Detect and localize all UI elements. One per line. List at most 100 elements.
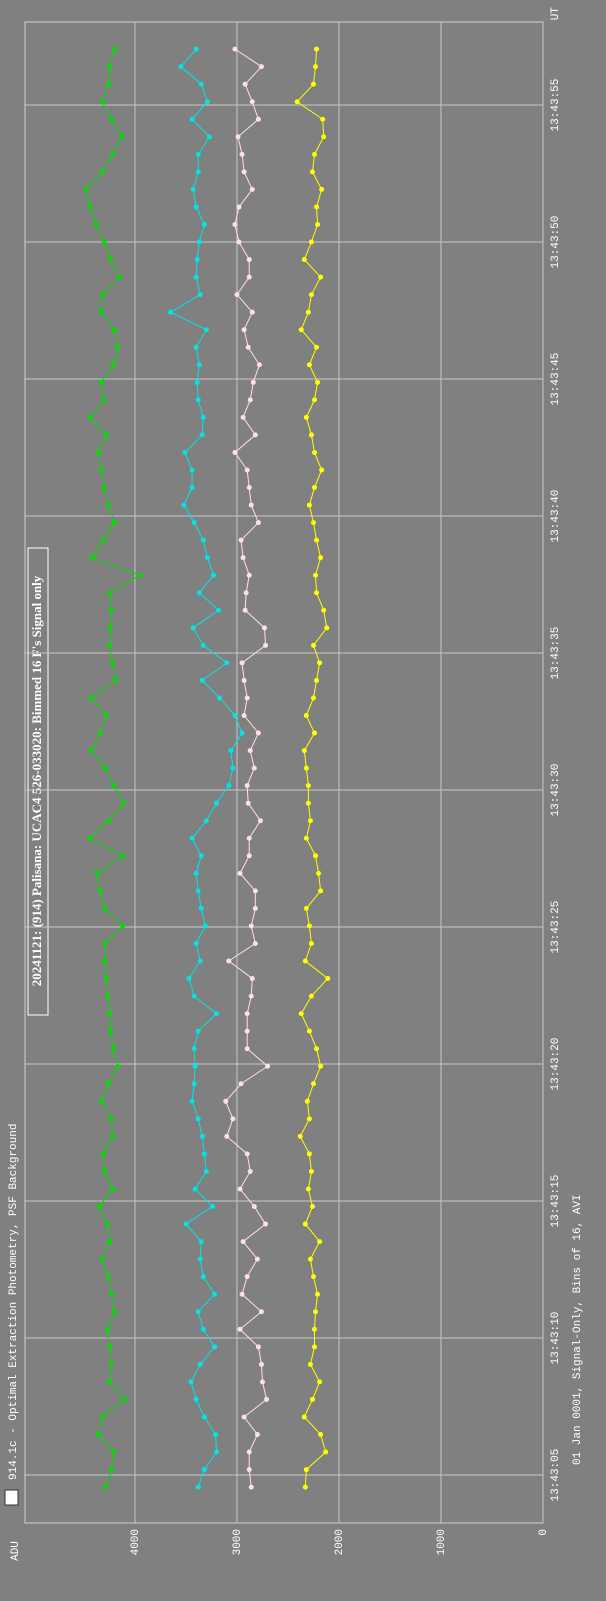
data-point — [255, 730, 261, 736]
x-tick-label: 13:43:40 — [550, 490, 562, 543]
y-axis-label: ADU — [10, 1541, 22, 1561]
data-point — [306, 1151, 312, 1157]
data-point — [212, 1291, 218, 1297]
data-point — [109, 1467, 115, 1473]
data-point — [88, 748, 94, 754]
data-point — [228, 748, 234, 754]
data-point — [106, 1239, 112, 1245]
data-point — [323, 1449, 329, 1455]
data-point — [96, 1204, 102, 1210]
data-point — [109, 1291, 115, 1297]
data-point — [193, 46, 199, 52]
data-point — [101, 905, 107, 911]
data-point — [204, 99, 210, 105]
chart-title: 20241121: (914) Palisana: UCAC4 526-0330… — [29, 575, 44, 986]
data-point — [244, 1028, 250, 1034]
data-point — [191, 520, 197, 526]
data-point — [314, 204, 320, 210]
data-point — [307, 818, 313, 824]
data-point — [106, 1344, 112, 1350]
data-point — [258, 1309, 264, 1315]
data-point — [98, 467, 104, 473]
data-point — [305, 800, 311, 806]
data-point — [106, 642, 112, 648]
data-point — [246, 1449, 252, 1455]
data-point — [298, 327, 304, 333]
data-point — [310, 520, 316, 526]
data-point — [197, 1361, 203, 1367]
data-point — [243, 590, 249, 596]
data-point — [137, 572, 143, 578]
data-point — [246, 572, 252, 578]
data-point — [98, 309, 104, 315]
data-point — [319, 467, 325, 473]
data-point — [250, 379, 256, 385]
data-point — [244, 1151, 250, 1157]
data-point — [313, 853, 319, 859]
data-point — [99, 292, 105, 298]
data-point — [324, 625, 330, 631]
data-point — [110, 151, 116, 157]
data-point — [244, 695, 250, 701]
data-point — [189, 1098, 195, 1104]
data-point — [111, 1046, 117, 1052]
data-point — [257, 818, 263, 824]
data-point — [191, 1046, 197, 1052]
data-point — [192, 1063, 198, 1069]
data-point — [317, 1239, 323, 1245]
data-point — [325, 976, 331, 982]
data-point — [246, 274, 252, 280]
data-point — [252, 888, 258, 894]
data-point — [191, 1081, 197, 1087]
data-point — [244, 467, 250, 473]
data-point — [314, 590, 320, 596]
data-point — [216, 607, 222, 613]
data-point — [244, 1011, 250, 1017]
data-point — [83, 186, 89, 192]
data-point — [255, 1344, 261, 1350]
data-point — [196, 362, 202, 368]
data-point — [95, 449, 101, 455]
data-point — [101, 239, 107, 245]
data-point — [246, 257, 252, 263]
data-point — [89, 555, 95, 561]
data-point — [310, 642, 316, 648]
data-point — [203, 818, 209, 824]
data-point — [206, 134, 212, 140]
data-point — [109, 607, 115, 613]
data-point — [102, 1484, 108, 1490]
data-point — [308, 432, 314, 438]
data-point — [113, 677, 119, 683]
data-point — [238, 537, 244, 543]
data-point — [195, 888, 201, 894]
data-point — [232, 46, 238, 52]
data-point — [307, 1256, 313, 1262]
data-point — [107, 625, 113, 631]
data-point — [232, 713, 238, 719]
data-point — [241, 677, 247, 683]
data-point — [308, 940, 314, 946]
data-point — [237, 870, 243, 876]
data-point — [203, 327, 209, 333]
data-point — [101, 397, 107, 403]
data-point — [195, 1028, 201, 1034]
data-point — [103, 432, 109, 438]
rotated-plot: ADU 914.1c - Optimal Extraction Photomet… — [8, 7, 584, 1561]
data-point — [88, 695, 94, 701]
data-point — [195, 1116, 201, 1122]
data-point — [186, 976, 192, 982]
data-point — [306, 923, 312, 929]
data-point — [197, 1256, 203, 1262]
data-point — [262, 625, 268, 631]
data-point — [99, 169, 105, 175]
footer: 01 Jan 0001, Signal-Only, Bins of 16, AV… — [572, 1194, 584, 1465]
data-point — [103, 713, 109, 719]
data-point — [248, 993, 254, 999]
data-point — [305, 1186, 311, 1192]
x-tick-label: 13:43:55 — [550, 79, 562, 132]
data-point — [246, 1467, 252, 1473]
data-point — [105, 818, 111, 824]
data-point — [264, 1396, 270, 1402]
data-point — [197, 292, 203, 298]
